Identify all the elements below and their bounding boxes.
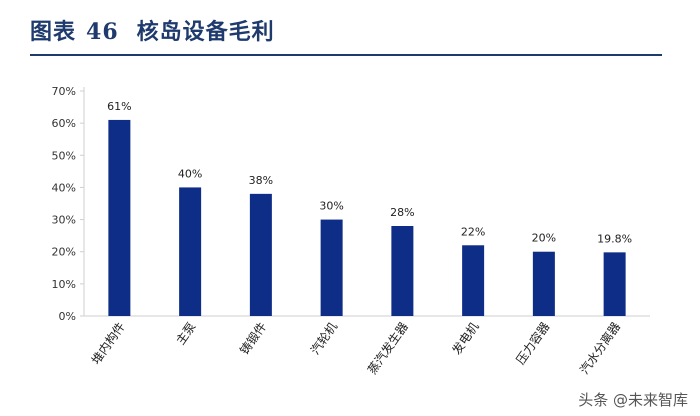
x-category-label: 蒸汽发生器 [364,319,411,377]
bar [320,219,343,316]
bar-value-label: 22% [461,225,485,238]
y-tick-label: 30% [52,214,76,227]
bar-value-label: 30% [319,200,343,213]
watermark-text: 头条 @未来智库 [578,391,688,409]
watermark: 头条 @未来智库 [578,389,688,410]
x-category-label: 汽轮机 [307,319,340,357]
bar-value-label: 19.8% [597,232,632,245]
bar [462,245,485,316]
bar-value-label: 38% [249,174,273,187]
bar-value-label: 28% [390,206,414,219]
bar [249,193,272,316]
bar [108,119,131,316]
figure-title: 图表 46 核岛设备毛利 [30,14,275,46]
y-tick-label: 10% [52,278,76,291]
y-tick-label: 20% [52,246,76,259]
bar-value-label: 40% [178,167,202,180]
bar [179,187,202,316]
y-tick-label: 70% [52,85,76,98]
y-tick-label: 50% [52,149,76,162]
y-tick-label: 40% [52,181,76,194]
bar [391,226,414,316]
bar-value-label: 61% [107,100,131,113]
figure-number: 46 [86,19,119,45]
x-category-label: 主泵 [173,320,198,348]
x-category-label: 堆内构件 [88,319,128,367]
y-tick-label: 60% [52,117,76,130]
bar-value-label: 20% [532,232,556,245]
y-tick-label: 0% [59,310,76,323]
figure-label: 图表 [30,19,77,45]
x-category-label: 发电机 [449,319,482,357]
figure-title-text: 核岛设备毛利 [136,19,275,45]
x-category-label: 汽水分离器 [576,319,623,377]
title-rule [30,54,662,56]
bar [603,252,626,316]
x-category-label: 压力容器 [513,319,553,367]
bar [532,251,555,316]
x-category-label: 铸锻件 [236,319,269,357]
